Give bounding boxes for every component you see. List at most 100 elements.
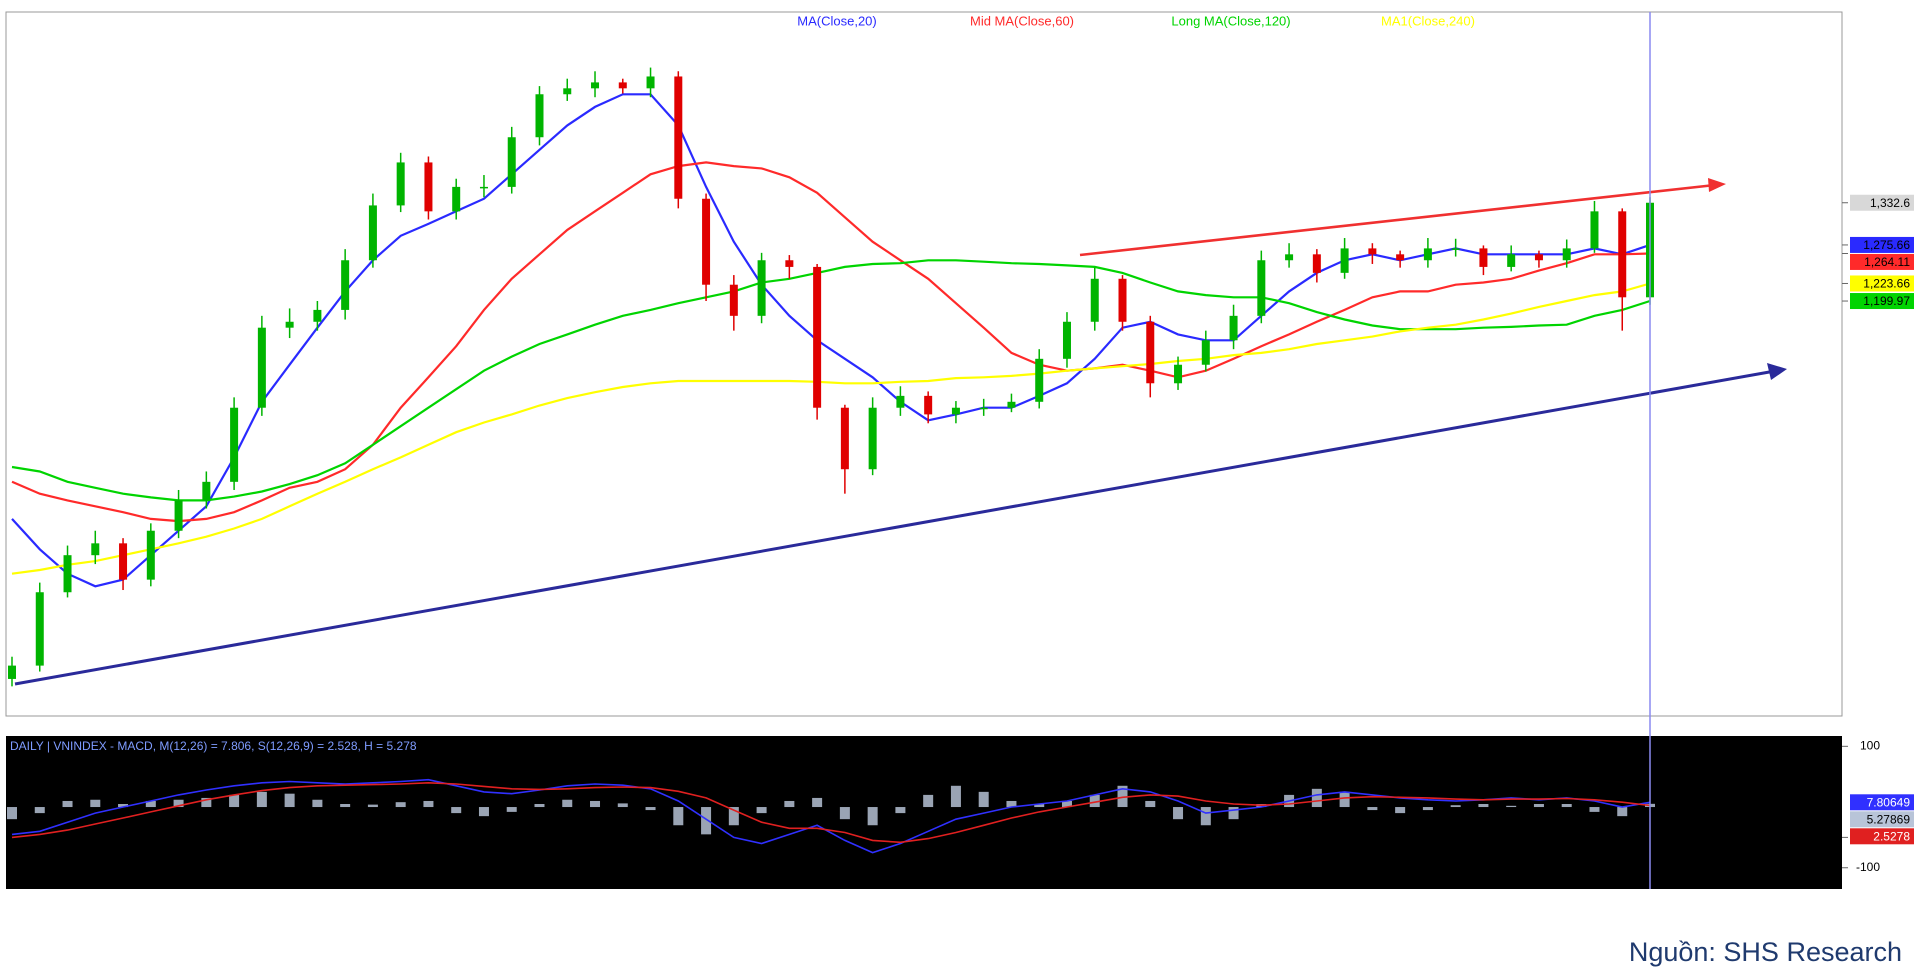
candle-body (1423, 248, 1432, 261)
candle-body (341, 260, 350, 310)
candle-body (702, 198, 711, 285)
ma-line (11, 282, 1651, 575)
ma-line (11, 161, 1651, 523)
histogram-bar (1561, 804, 1572, 808)
candle-body (785, 260, 794, 267)
histogram-bar (562, 799, 573, 808)
arrow-head (1767, 363, 1787, 380)
support-trendline (14, 369, 1776, 686)
candle-body (424, 162, 433, 212)
candle-body (1118, 278, 1127, 322)
ma-line (11, 93, 1651, 588)
candle-body (1174, 364, 1183, 384)
histogram-bar (229, 794, 240, 808)
candle-body (1062, 321, 1071, 359)
histogram-bar (1089, 794, 1100, 808)
candle-body (1285, 254, 1294, 261)
histogram-bar (34, 807, 45, 814)
histogram-bar (7, 807, 17, 820)
histogram-bar (367, 804, 378, 808)
histogram-bar (839, 807, 850, 820)
histogram-bar (1311, 788, 1322, 808)
candle-body (563, 88, 572, 95)
candle-body (1451, 248, 1460, 250)
histogram-bar (673, 807, 684, 826)
resistance-trendline (1079, 183, 1716, 257)
value-tag-box (1850, 236, 1914, 253)
value-tag-box (1850, 794, 1914, 811)
histogram-bar (1395, 807, 1406, 814)
histogram-bar (701, 807, 712, 835)
candle-body (368, 205, 377, 261)
histogram-bar (978, 791, 989, 808)
histogram-bar (1422, 807, 1433, 811)
arrow-head (1708, 178, 1726, 192)
candle-body (285, 321, 294, 328)
histogram-bar (867, 807, 878, 826)
histogram-bar (923, 794, 934, 808)
candle-body (1396, 254, 1405, 261)
histogram-bar (812, 797, 823, 808)
candle-body (452, 186, 461, 212)
histogram-bar (590, 800, 601, 808)
candle-body (313, 309, 322, 322)
histogram-bar (1228, 807, 1239, 820)
histogram-bar (1478, 804, 1489, 808)
histogram-bar (423, 800, 434, 808)
value-tag: 2.5278 (1873, 829, 1910, 843)
value-tag: 1,332.6 (1870, 196, 1910, 210)
candle-body (868, 407, 877, 470)
candle-body (257, 327, 266, 408)
candle-body (119, 543, 128, 580)
candle-body (1257, 260, 1266, 316)
histogram-bar (284, 793, 295, 808)
ma-line (11, 259, 1651, 502)
candle-body (1618, 211, 1627, 298)
macd-title: DAILY | VNINDEX - MACD, M(12,26) = 7.806… (10, 739, 417, 753)
histogram-bar (312, 799, 323, 808)
main-frame (5, 11, 1843, 717)
candle-body (896, 395, 905, 408)
histogram-bar (90, 799, 101, 808)
histogram-bar (645, 807, 656, 811)
candle-body (1312, 254, 1321, 273)
candle-body (1368, 248, 1377, 255)
histogram-bar (118, 804, 129, 808)
candle-body (951, 407, 960, 415)
histogram-bar (784, 800, 795, 808)
histogram-bar (895, 807, 906, 814)
candle-body (1590, 211, 1599, 249)
value-tag: 5.27869 (1867, 812, 1911, 826)
legend-entry: MA1(Close,240) (1381, 13, 1475, 28)
histogram-bar (256, 791, 267, 808)
histogram-bar (617, 803, 628, 808)
candle-body (618, 82, 627, 89)
y-tick-label: 100 (1860, 738, 1880, 752)
candle-body (924, 395, 933, 415)
histogram-bar (1200, 807, 1211, 826)
histogram-bar (728, 807, 739, 826)
candle-body (729, 284, 738, 316)
histogram-bar (534, 804, 545, 808)
histogram-bar (340, 804, 351, 808)
value-tag-box (1850, 293, 1914, 310)
candle-body (1146, 321, 1155, 384)
candle-body (840, 407, 849, 470)
candle-body (1507, 254, 1516, 267)
histogram-bar (1145, 800, 1156, 808)
candle-body (813, 266, 822, 408)
candle-body (646, 76, 655, 89)
histogram-bar (173, 799, 184, 808)
value-tag: 1,199.97 (1863, 294, 1910, 308)
candle-body (1340, 248, 1349, 273)
value-tag-box (1850, 194, 1914, 211)
value-tag-box (1850, 275, 1914, 292)
y-tick-label: -100 (1856, 860, 1880, 874)
histogram-bar (451, 807, 462, 814)
histogram-bar (1339, 791, 1350, 808)
candle-body (479, 186, 488, 189)
value-tag-box (1850, 253, 1914, 270)
candle-body (591, 82, 600, 89)
candle-body (535, 94, 544, 138)
